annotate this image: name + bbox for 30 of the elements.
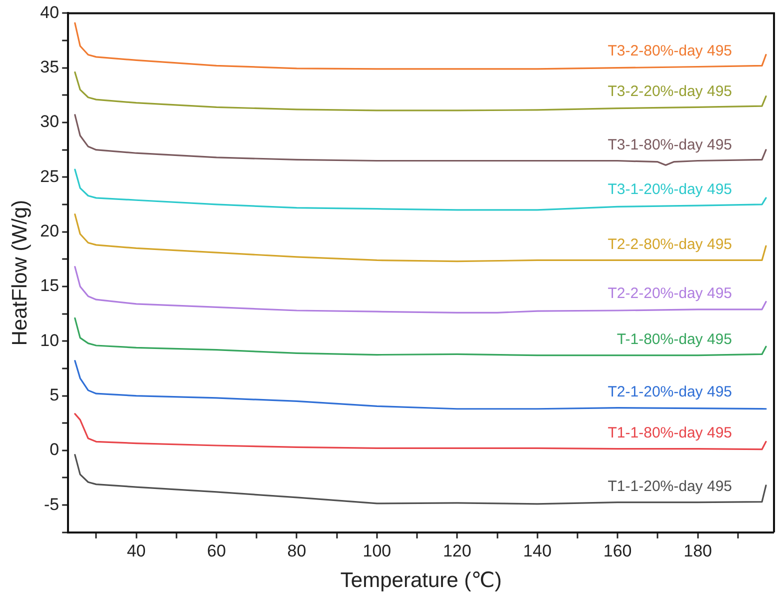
x-axis-title: Temperature (℃) [340, 569, 502, 592]
x-tick-label: 140 [523, 541, 552, 560]
series-label: T3-1-80%-day 495 [608, 136, 732, 154]
series-label: T3-2-20%-day 495 [608, 82, 732, 100]
y-tick-label: 5 [50, 385, 60, 404]
y-tick-label: 10 [40, 330, 60, 350]
y-tick-label: 0 [50, 440, 60, 460]
series-label: T3-2-80%-day 495 [608, 42, 732, 60]
x-tick-label: 40 [126, 541, 146, 560]
series-label: T-1-80%-day 495 [616, 330, 732, 348]
x-tick-label: 80 [287, 541, 306, 560]
y-tick-label: 35 [40, 58, 60, 77]
y-axis-title: HeatFlow (W/g) [8, 200, 32, 346]
y-tick-label: 25 [40, 166, 60, 186]
series-label: T2-1-20%-day 495 [608, 383, 732, 400]
y-tick-label: 40 [40, 2, 60, 22]
series-label: T2-2-20%-day 495 [608, 285, 732, 302]
series-label: T3-1-20%-day 495 [608, 181, 732, 198]
y-tick-label: 30 [40, 112, 60, 132]
x-tick-label: 180 [684, 541, 712, 560]
x-tick-label: 160 [603, 541, 632, 560]
x-tick-label: 100 [362, 541, 392, 560]
series-label: T1-1-20%-day 495 [608, 478, 732, 495]
x-tick-label: 60 [207, 541, 226, 560]
x-tick-label: 120 [442, 541, 472, 560]
series-label: T2-2-80%-day 495 [608, 236, 732, 253]
y-tick-label: -5 [44, 494, 60, 514]
series-label: T1-1-80%-day 495 [608, 424, 732, 442]
y-tick-label: 15 [40, 276, 60, 296]
y-tick-label: 20 [40, 222, 60, 240]
